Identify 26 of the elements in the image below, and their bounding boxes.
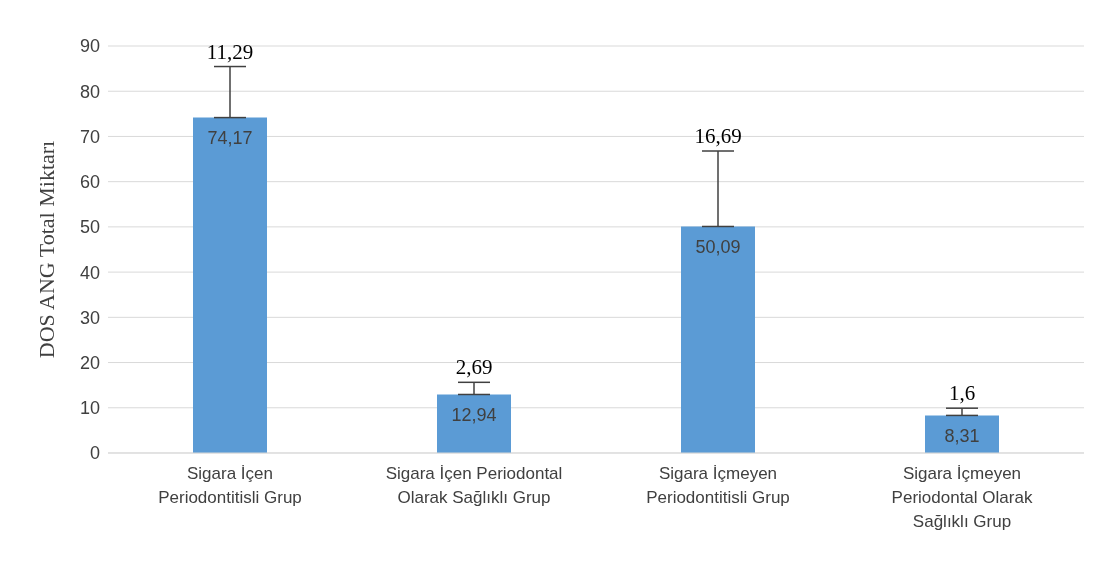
annotation: 2,69	[455, 355, 493, 380]
y-tick-label: 80	[79, 81, 100, 102]
data-label: 74,17	[207, 128, 253, 149]
bar	[437, 394, 511, 453]
y-tick-label: 40	[79, 262, 100, 283]
x-tick-label: Sigara İçmeyen Periodontitisli Grup	[646, 464, 790, 507]
y-tick-label: 90	[79, 36, 100, 57]
x-tick-label: Sigara İçen Periodontal Olarak Sağlıklı Grup	[385, 464, 563, 507]
y-tick-label: 60	[79, 172, 100, 193]
annotation: 1,6	[948, 381, 976, 406]
y-tick-label: 10	[79, 398, 100, 419]
y-tick-label: 70	[79, 126, 100, 147]
y-tick-label: 50	[79, 217, 100, 238]
y-tick-label: 0	[89, 443, 100, 464]
annotation: 11,29	[206, 39, 254, 64]
y-axis-title: DOS ANG Total Miktarı	[33, 140, 59, 359]
y-tick-label: 30	[79, 307, 100, 328]
bar	[193, 117, 267, 453]
x-tick-label: Sigara İçmeyen Periodontal Olarak Sağlıklı Grup	[891, 464, 1033, 531]
data-label: 50,09	[695, 237, 741, 258]
data-label: 8,31	[944, 426, 980, 447]
x-tick-label: Sigara İçen Periodontitisli Grup	[158, 464, 302, 507]
annotation: 16,69	[694, 124, 742, 149]
data-label: 12,94	[451, 405, 497, 426]
bar	[681, 226, 755, 453]
y-tick-label: 20	[79, 352, 100, 373]
